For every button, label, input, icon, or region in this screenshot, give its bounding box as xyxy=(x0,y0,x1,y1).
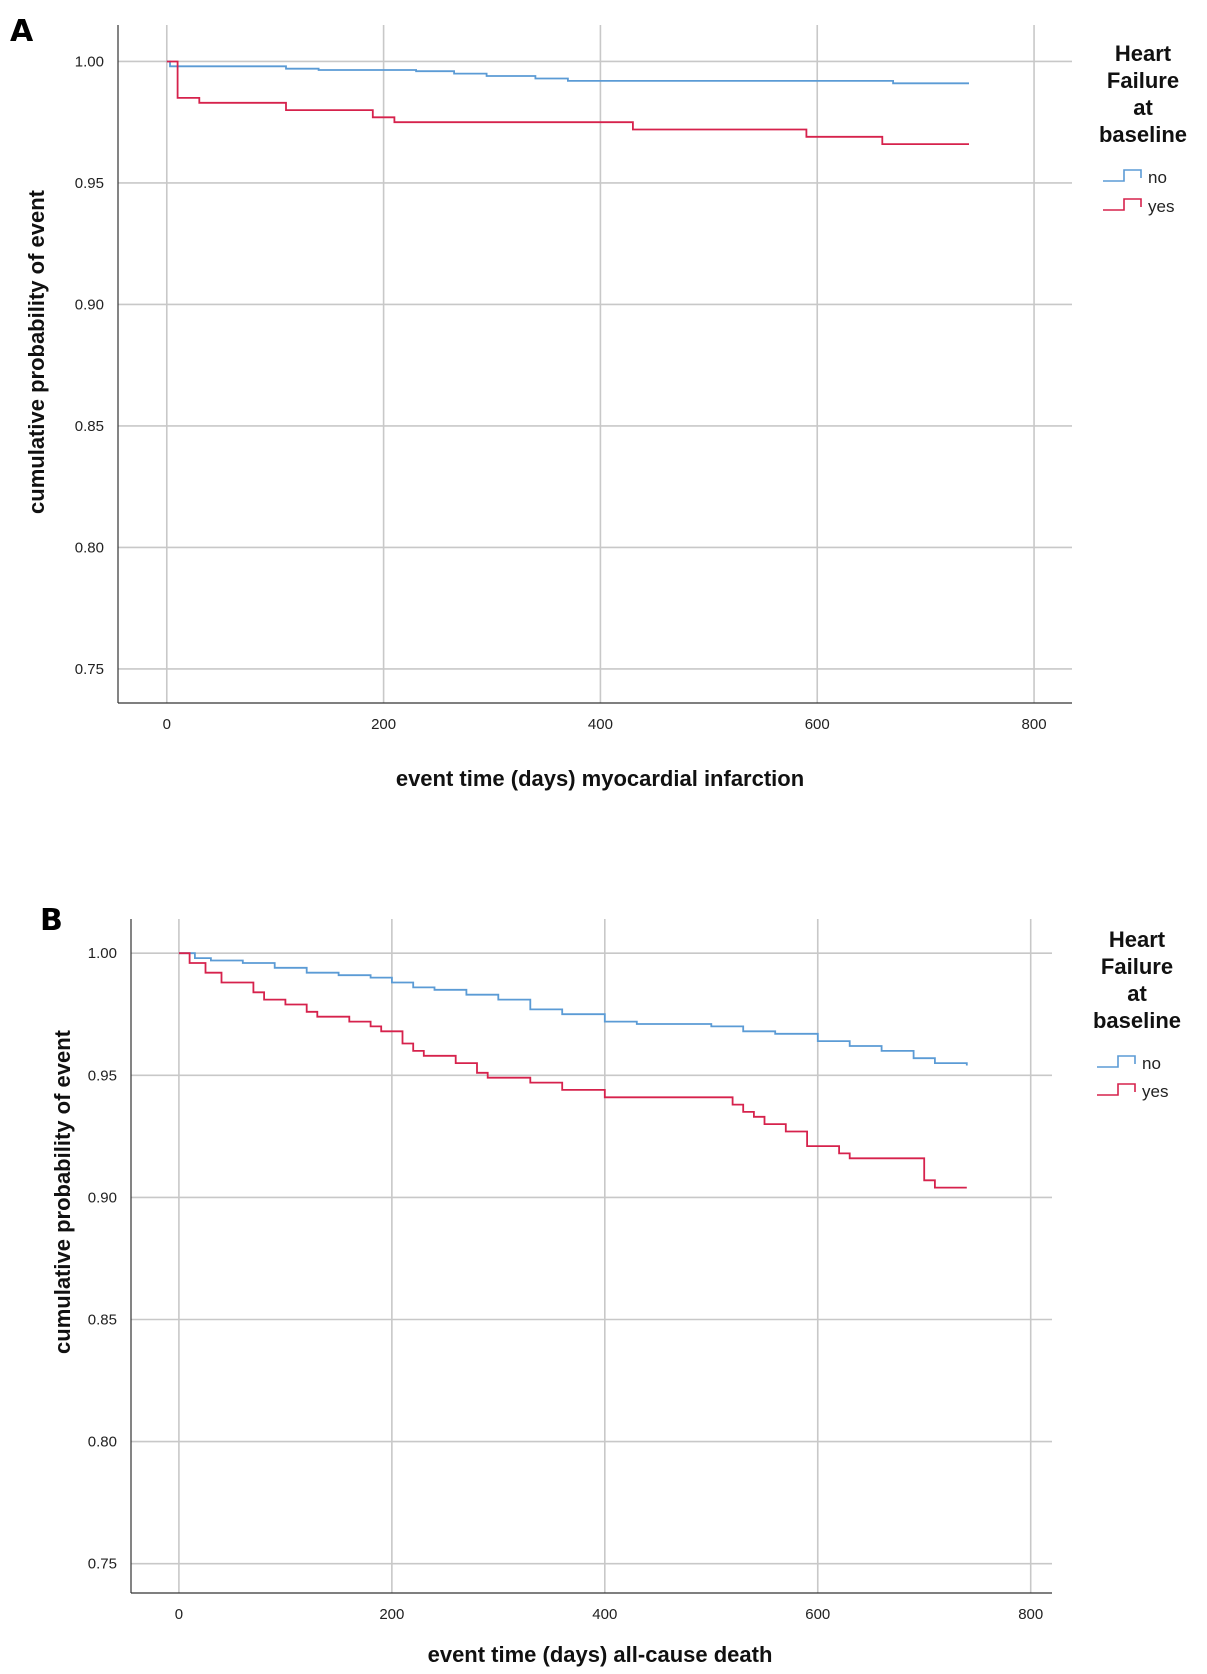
y-tick-label: 0.80 xyxy=(75,539,104,556)
y-tick-label: 1.00 xyxy=(88,945,117,962)
legend-b: Heart Failure at baseline no yes xyxy=(1093,927,1181,1101)
legend-title-line: Heart xyxy=(1115,41,1172,66)
x-axis-label-a: event time (days) myocardial infarction xyxy=(396,766,804,791)
y-axis-label-a: cumulative probability of event xyxy=(24,189,49,514)
legend-title-line: Failure xyxy=(1107,68,1179,93)
panel-b: B 0.75 0.80 0.85 0.90 0.95 1.00 0 200 400 600 800 … xyxy=(0,895,1207,1674)
legend-title-line: at xyxy=(1127,981,1147,1006)
x-tick-label: 0 xyxy=(175,1606,183,1623)
x-tick-label: 400 xyxy=(592,1606,617,1623)
x-axis-label-b: event time (days) all-cause death xyxy=(428,1642,773,1667)
series-line-no xyxy=(178,952,968,1066)
chart-a-svg: A 0.750.800.850.900.951.000 200 400 600 800 … xyxy=(10,14,1187,791)
y-tick-label: 0.90 xyxy=(75,296,104,313)
legend-title-line: Heart xyxy=(1109,927,1166,952)
series-line-yes xyxy=(166,60,969,145)
legend-title-line: Failure xyxy=(1101,954,1173,979)
legend-swatch-yes xyxy=(1103,198,1142,211)
x-tick-label: 600 xyxy=(805,1606,830,1623)
chart-b-svg: B 0.750.800.850.900.951.000 200 400 600 800 … xyxy=(40,903,1181,1667)
legend-a: Heart Failure at baseline no yes xyxy=(1099,41,1187,216)
panel-a: A 0.75 0.80 0.85 0.90 0.95 1.00 0 200 400 600 800 … xyxy=(10,14,1187,791)
legend-label-no: no xyxy=(1148,168,1167,187)
y-axis-label-b: cumulative probability of event xyxy=(50,1029,75,1354)
panel-letter-a: A xyxy=(10,14,34,49)
y-tick-label: 0.90 xyxy=(88,1189,117,1206)
legend-label-yes: yes xyxy=(1142,1082,1168,1101)
legend-swatch-no xyxy=(1097,1055,1136,1068)
x-tick-label: 200 xyxy=(379,1606,404,1623)
x-tick-label: 400 xyxy=(588,716,613,733)
x-tick-label: 800 xyxy=(1022,716,1047,733)
y-tick-label: 1.00 xyxy=(75,53,104,70)
x-tick-label: 800 xyxy=(1018,1606,1043,1623)
legend-swatch-no xyxy=(1103,169,1142,182)
x-tick-label: 0 xyxy=(163,716,171,733)
y-tick-label: 0.75 xyxy=(88,1556,117,1573)
panel-letter-b: B xyxy=(40,903,63,938)
series-line-no xyxy=(166,60,969,85)
y-tick-label: 0.85 xyxy=(88,1311,117,1328)
y-tick-label: 0.80 xyxy=(88,1434,117,1451)
y-tick-label: 0.95 xyxy=(75,175,104,192)
legend-label-yes: yes xyxy=(1148,197,1174,216)
x-tick-label: 600 xyxy=(805,716,830,733)
y-tick-label: 0.95 xyxy=(88,1067,117,1084)
x-tick-label: 200 xyxy=(371,716,396,733)
y-tick-label: 0.85 xyxy=(75,418,104,435)
legend-label-no: no xyxy=(1142,1054,1161,1073)
legend-title-line: baseline xyxy=(1093,1008,1181,1033)
y-tick-label: 0.75 xyxy=(75,661,104,678)
legend-title-line: at xyxy=(1133,95,1153,120)
legend-swatch-yes xyxy=(1097,1083,1136,1096)
legend-title-line: baseline xyxy=(1099,122,1187,147)
series-line-yes xyxy=(178,952,967,1189)
